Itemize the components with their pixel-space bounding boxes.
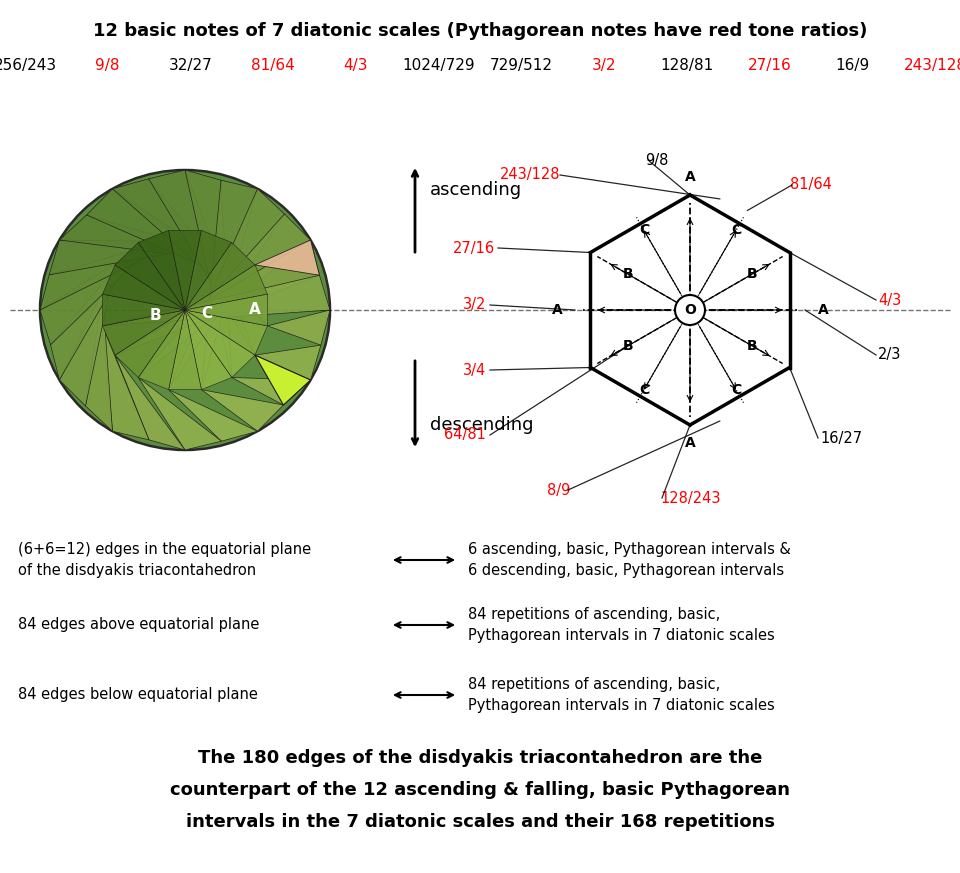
Polygon shape [115, 355, 185, 450]
Text: 81/64: 81/64 [252, 58, 295, 73]
Text: A: A [250, 303, 261, 318]
Text: 128/81: 128/81 [660, 58, 713, 73]
Circle shape [675, 295, 705, 325]
Text: 9/8: 9/8 [95, 58, 120, 73]
Polygon shape [112, 179, 268, 326]
Polygon shape [185, 170, 231, 377]
Polygon shape [60, 215, 255, 265]
Polygon shape [231, 377, 311, 405]
Text: 12 basic notes of 7 diatonic scales (Pythagorean notes have red tone ratios): 12 basic notes of 7 diatonic scales (Pyt… [93, 22, 867, 40]
Polygon shape [185, 310, 255, 377]
Polygon shape [169, 310, 202, 389]
Text: 84 repetitions of ascending, basic,
Pythagorean intervals in 7 diatonic scales: 84 repetitions of ascending, basic, Pyth… [468, 677, 775, 713]
Polygon shape [185, 294, 268, 326]
Text: 8/9: 8/9 [546, 483, 570, 498]
Text: C: C [731, 223, 741, 237]
Text: C: C [731, 382, 741, 396]
Text: 27/16: 27/16 [748, 58, 791, 73]
Text: B: B [623, 267, 634, 281]
Polygon shape [60, 265, 115, 406]
Text: 2/3: 2/3 [878, 347, 901, 362]
Text: (6+6=12) edges in the equatorial plane
of the disdyakis triacontahedron: (6+6=12) edges in the equatorial plane o… [18, 542, 311, 578]
Polygon shape [185, 310, 231, 389]
Text: A: A [684, 436, 695, 450]
Polygon shape [255, 345, 321, 380]
Polygon shape [169, 189, 284, 389]
Polygon shape [103, 275, 330, 326]
Polygon shape [40, 230, 202, 310]
Polygon shape [185, 265, 268, 310]
Polygon shape [51, 243, 138, 380]
Polygon shape [185, 310, 268, 355]
Text: A: A [818, 303, 828, 317]
Ellipse shape [40, 170, 330, 450]
Text: C: C [638, 382, 649, 396]
Text: 16/9: 16/9 [835, 58, 870, 73]
Text: 256/243: 256/243 [0, 58, 57, 73]
Polygon shape [138, 214, 311, 377]
Polygon shape [115, 243, 185, 310]
Text: O: O [684, 303, 696, 317]
Text: 64/81: 64/81 [444, 428, 486, 443]
Text: 84 edges above equatorial plane: 84 edges above equatorial plane [18, 617, 259, 633]
Text: 729/512: 729/512 [490, 58, 553, 73]
Polygon shape [169, 230, 202, 310]
Polygon shape [185, 243, 255, 310]
Polygon shape [255, 240, 320, 275]
Polygon shape [103, 310, 185, 355]
Text: 3/4: 3/4 [463, 362, 486, 377]
Polygon shape [149, 170, 255, 355]
Text: 9/8: 9/8 [645, 153, 668, 168]
Polygon shape [49, 240, 231, 275]
Text: 84 repetitions of ascending, basic,
Pythagorean intervals in 7 diatonic scales: 84 repetitions of ascending, basic, Pyth… [468, 607, 775, 643]
Polygon shape [115, 240, 320, 355]
Polygon shape [85, 294, 112, 431]
Text: 4/3: 4/3 [878, 292, 901, 307]
Text: B: B [623, 339, 634, 353]
Text: 32/27: 32/27 [169, 58, 212, 73]
Text: B: B [149, 307, 161, 322]
Text: descending: descending [430, 416, 534, 434]
Text: 16/27: 16/27 [820, 430, 862, 445]
Text: C: C [638, 223, 649, 237]
Text: A: A [684, 170, 695, 184]
Text: 243/128: 243/128 [903, 58, 960, 73]
Text: B: B [747, 339, 757, 353]
Text: C: C [202, 306, 212, 320]
Text: 6 ascending, basic, Pythagorean intervals &
6 descending, basic, Pythagorean int: 6 ascending, basic, Pythagorean interval… [468, 542, 791, 578]
Polygon shape [169, 389, 257, 441]
Text: 128/243: 128/243 [660, 491, 721, 505]
Text: 1024/729: 1024/729 [402, 58, 475, 73]
Polygon shape [268, 310, 330, 345]
Polygon shape [103, 326, 149, 440]
Text: A: A [552, 303, 563, 317]
Text: 3/2: 3/2 [592, 58, 616, 73]
Text: ascending: ascending [430, 181, 522, 199]
Text: 3/2: 3/2 [463, 298, 486, 313]
Polygon shape [40, 230, 169, 345]
Text: The 180 edges of the disdyakis triacontahedron are the
counterpart of the 12 asc: The 180 edges of the disdyakis triaconta… [170, 749, 790, 831]
Polygon shape [115, 310, 185, 377]
Text: B: B [747, 267, 757, 281]
Polygon shape [138, 377, 222, 450]
Polygon shape [202, 180, 257, 389]
Text: 243/128: 243/128 [499, 168, 560, 182]
Polygon shape [138, 310, 185, 389]
Polygon shape [255, 355, 311, 405]
Polygon shape [202, 389, 283, 431]
Text: 81/64: 81/64 [790, 177, 832, 193]
Text: 4/3: 4/3 [344, 58, 368, 73]
Text: 84 edges below equatorial plane: 84 edges below equatorial plane [18, 688, 258, 703]
Polygon shape [103, 294, 185, 326]
Text: 27/16: 27/16 [453, 240, 495, 256]
Polygon shape [86, 189, 268, 294]
Polygon shape [138, 230, 185, 310]
Polygon shape [103, 265, 185, 310]
Polygon shape [185, 230, 231, 310]
